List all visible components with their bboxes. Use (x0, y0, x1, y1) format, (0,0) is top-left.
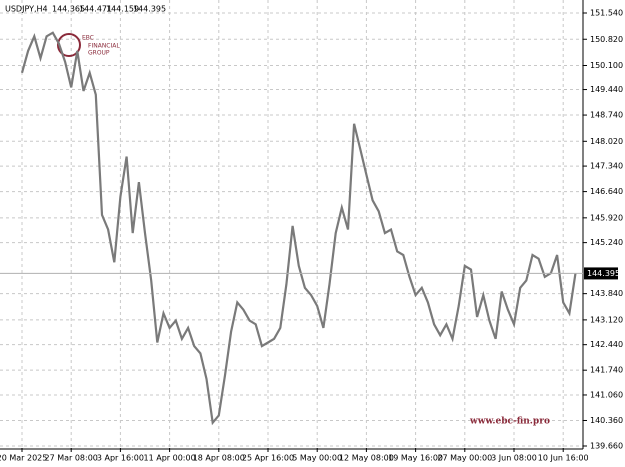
logo-line: FINANCIAL (88, 43, 120, 50)
watermark: www.ebc-fin.pro (469, 417, 550, 427)
chart-title: USDJPY,H4 (5, 5, 48, 14)
y-tick-label: 146.640 (590, 187, 623, 196)
x-tick-label: 20 Mar 2025 (0, 454, 47, 463)
logo-ring (57, 33, 81, 57)
price-line (20, 31, 577, 426)
header-value: 144.395 (133, 5, 166, 14)
y-tick-label: 148.020 (590, 137, 623, 146)
header-value: 144.471 (79, 5, 112, 14)
y-tick-label: 140.360 (590, 416, 623, 425)
x-tick-label: 27 Mar 08:00 (44, 454, 97, 463)
y-tick-label: 145.240 (590, 238, 623, 247)
y-tick-label: 151.540 (590, 9, 623, 18)
header-value: 144.365 (52, 5, 85, 14)
x-tick-label: 19 May 16:00 (388, 454, 443, 463)
last-price-box (584, 267, 618, 280)
logo: EBC FINANCIAL GROUP (57, 33, 120, 57)
y-tick-label: 147.340 (590, 162, 623, 171)
y-tick-label: 142.440 (590, 340, 623, 349)
header-value: 144.159 (106, 5, 139, 14)
logo-mark: EBC (82, 35, 94, 42)
x-tick-label: 10 Jun 16:00 (538, 454, 589, 463)
x-tick-label: 27 May 00:00 (437, 454, 492, 463)
x-tick-label: 18 Apr 08:00 (193, 454, 245, 463)
y-tick-label: 143.840 (590, 289, 623, 298)
x-tick-label: 3 Apr 16:00 (97, 454, 144, 463)
y-tick-label: 141.740 (590, 366, 623, 375)
y-tick-label: 149.440 (590, 85, 623, 94)
y-tick-label: 141.060 (590, 390, 623, 399)
grid (0, 0, 583, 448)
y-tick-label: 150.820 (590, 35, 623, 44)
x-tick-label: 12 May 08:00 (339, 454, 394, 463)
logo-line: GROUP (88, 50, 110, 57)
x-tick-label: 11 Apr 00:00 (144, 454, 196, 463)
x-tick-label: 25 Apr 16:00 (242, 454, 294, 463)
y-tick-label: 148.740 (590, 111, 623, 120)
last-price-label: 144.395 (587, 269, 620, 278)
y-tick-label: 145.920 (590, 213, 623, 222)
y-tick-label: 150.100 (590, 61, 623, 70)
x-tick-label: 3 Jun 08:00 (491, 454, 537, 463)
y-tick-label: 143.120 (590, 315, 623, 324)
y-tick-label: 139.660 (590, 441, 623, 450)
x-tick-label: 5 May 00:00 (292, 454, 342, 463)
